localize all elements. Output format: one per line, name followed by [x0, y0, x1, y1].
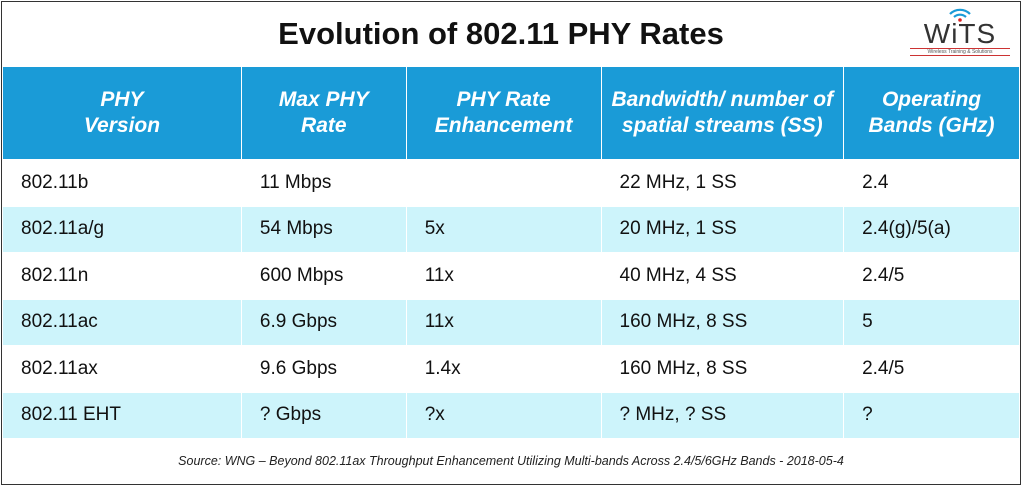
table-row: 802.11 EHT? Gbps ?x? MHz, ? SS?	[2, 391, 1020, 439]
cell-bands: 2.4/5	[843, 252, 1020, 300]
cell-bandwidth: 160 MHz, 8 SS	[600, 298, 845, 346]
wits-logo: WiTS Wireless Training & Solutions	[906, 6, 1014, 62]
page-title: Evolution of 802.11 PHY Rates	[278, 16, 724, 51]
cell-enhancement	[405, 159, 602, 207]
cell-max-rate: 11 Mbps	[240, 159, 407, 207]
cell-phy-version: 802.11a/g	[2, 205, 242, 253]
cell-enhancement: ?x	[405, 391, 602, 439]
header-max-rate: Max PHY Rate	[240, 66, 407, 160]
cell-max-rate: 54 Mbps	[240, 205, 407, 253]
phy-rates-table: PHY Version Max PHY Rate PHY Rate Enhanc…	[2, 66, 1020, 439]
cell-phy-version: 802.11ax	[2, 345, 242, 393]
table-row: 802.11a/g 54 Mbps 5x 20 MHz, 1 SS 2.4(g)/5(a…	[2, 205, 1020, 253]
cell-enhancement: 5x	[405, 205, 602, 253]
cell-phy-version: 802.11ac	[2, 298, 242, 346]
cell-bandwidth: 20 MHz, 1 SS	[600, 205, 845, 253]
cell-max-rate: ? Gbps	[240, 391, 407, 439]
table-row: 802.11ax 9.6 Gbps 1.4x 160 MHz, 8 SS 2.4/5	[2, 345, 1020, 393]
table-row: 802.11b 11 Mbps 22 MHz, 1 SS 2.4	[2, 159, 1020, 207]
cell-enhancement: 11x	[405, 298, 602, 346]
table-row: 802.11ac 6.9 Gbps 11x 160 MHz, 8 SS 5	[2, 298, 1020, 346]
cell-bands: 5	[843, 298, 1020, 346]
cell-bands: 2.4	[843, 159, 1020, 207]
header-row: PHY Version Max PHY Rate PHY Rate Enhanc…	[2, 66, 1020, 160]
cell-phy-version: 802.11b	[2, 159, 242, 207]
cell-enhancement: 11x	[405, 252, 602, 300]
cell-phy-version: 802.11n	[2, 252, 242, 300]
cell-bands: ?	[843, 391, 1020, 439]
header-enhancement: PHY Rate Enhancement	[405, 66, 602, 160]
cell-max-rate: 600 Mbps	[240, 252, 407, 300]
wifi-icon	[949, 8, 971, 22]
header-bands: Operating Bands (GHz)	[843, 66, 1020, 160]
cell-phy-version: 802.11 EHT	[2, 391, 242, 439]
table-row: 802.11n 600 Mbps 11x 40 MHz, 4 SS 2.4/5	[2, 252, 1020, 300]
cell-bands: 2.4(g)/5(a)	[843, 205, 1020, 253]
header-phy-version: PHY Version	[2, 66, 242, 160]
cell-bandwidth: 22 MHz, 1 SS	[600, 159, 845, 207]
cell-enhancement: 1.4x	[405, 345, 602, 393]
cell-max-rate: 6.9 Gbps	[240, 298, 407, 346]
cell-bandwidth: ? MHz, ? SS	[600, 391, 845, 439]
cell-bandwidth: 160 MHz, 8 SS	[600, 345, 845, 393]
cell-max-rate: 9.6 Gbps	[240, 345, 407, 393]
source-note: Source: WNG – Beyond 802.11ax Throughput…	[178, 454, 844, 468]
cell-bandwidth: 40 MHz, 4 SS	[600, 252, 845, 300]
cell-bands: 2.4/5	[843, 345, 1020, 393]
header-bandwidth: Bandwidth/ number of spatial streams (SS…	[600, 66, 845, 160]
